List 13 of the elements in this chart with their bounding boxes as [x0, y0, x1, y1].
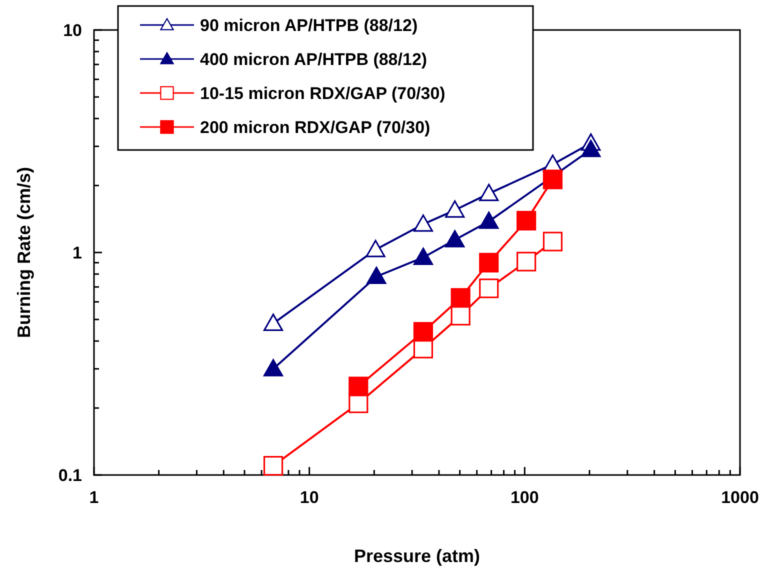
x-tick-label: 100 [510, 488, 539, 507]
x-axis-title: Pressure (atm) [354, 546, 480, 566]
x-tick-label: 1000 [721, 488, 759, 507]
y-axis-title: Burning Rate (cm/s) [14, 166, 34, 338]
legend-label: 10-15 micron RDX/GAP (70/30) [200, 84, 446, 103]
y-tick-label: 10 [63, 21, 82, 40]
legend-label: 400 micron AP/HTPB (88/12) [200, 50, 428, 69]
y-tick-label: 1 [72, 244, 82, 262]
legend-label: 200 micron RDX/GAP (70/30) [200, 118, 430, 137]
y-tick-label: 0.1 [58, 466, 82, 485]
x-tick-label: 10 [300, 488, 319, 507]
x-tick-label: 1 [89, 488, 99, 507]
legend-label: 90 micron AP/HTPB (88/12) [200, 16, 418, 35]
